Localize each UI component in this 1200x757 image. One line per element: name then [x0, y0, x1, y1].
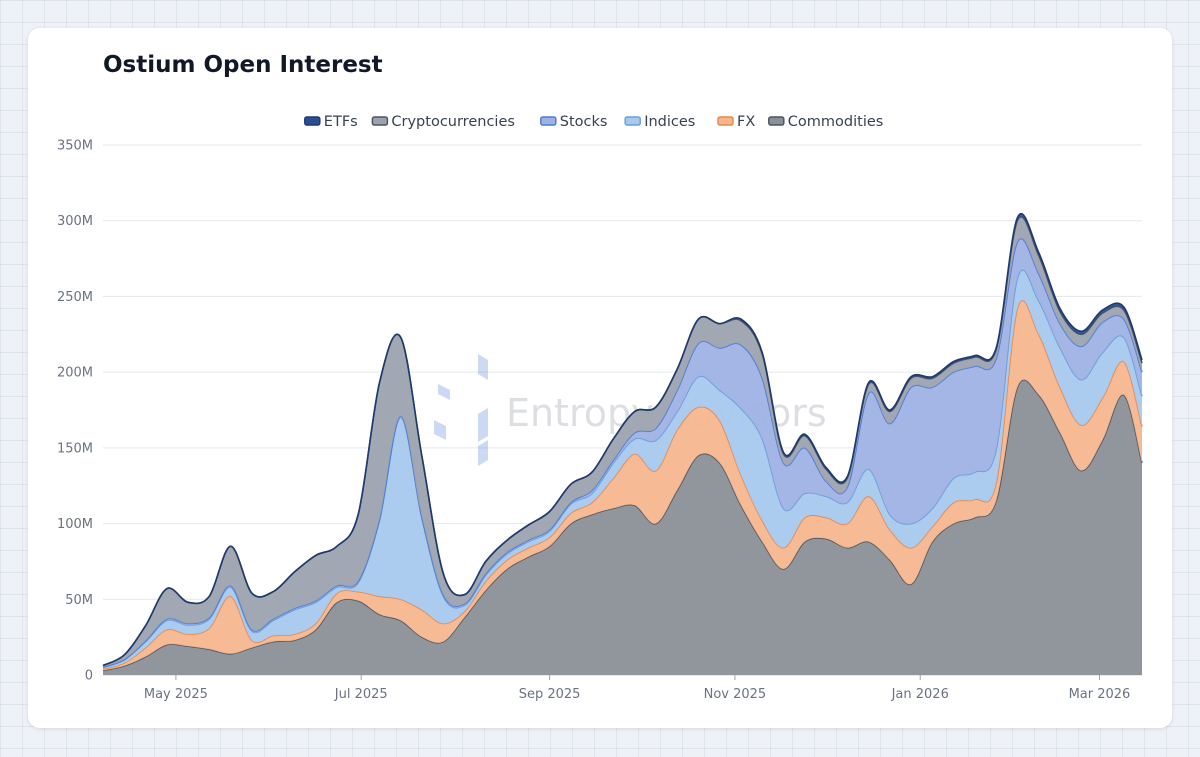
series-area-cryptocurrencies	[103, 216, 1142, 667]
series-line-etfs	[102, 213, 1143, 667]
y-tick-label: 250M	[57, 290, 93, 305]
legend-swatch	[717, 116, 734, 126]
legend-swatch	[304, 116, 321, 126]
y-tick-label: 150M	[57, 441, 93, 456]
y-tick-label: 300M	[57, 214, 93, 229]
y-tick-label: 50M	[65, 593, 93, 608]
series-area-commodities	[103, 379, 1142, 675]
legend-label: Indices	[644, 114, 695, 130]
stacked-area-chart: Entropy Advisors 050M100M150M200M250M300…	[57, 114, 1143, 702]
legend-label: Cryptocurrencies	[391, 114, 515, 130]
legend[interactable]: ETFs Cryptocurrencies Stocks Indices FX Commo…	[304, 114, 884, 130]
legend-item-fx[interactable]: FX	[717, 114, 755, 130]
legend-item-etfs[interactable]: ETFs	[304, 114, 358, 130]
legend-swatch	[624, 116, 641, 126]
legend-item-commodities[interactable]: Commodities	[768, 114, 884, 130]
legend-item-indices[interactable]: Indices	[624, 114, 695, 130]
chart-card: Ostium Open Interest Entropy Advisors 05…	[28, 28, 1172, 728]
x-tick-label: Jan 2026	[891, 687, 949, 702]
series-areas	[102, 213, 1143, 675]
legend-swatch	[371, 116, 389, 126]
legend-item-cryptocurrencies[interactable]: Cryptocurrencies	[371, 114, 515, 130]
y-tick-label: 200M	[57, 366, 93, 381]
legend-label: ETFs	[324, 114, 358, 130]
legend-swatch	[768, 116, 785, 126]
y-tick-label: 350M	[57, 139, 93, 154]
legend-swatch	[540, 116, 557, 126]
x-tick-label: Sep 2025	[519, 687, 581, 702]
chart-title: Ostium Open Interest	[103, 52, 383, 78]
series-area-indices	[103, 269, 1142, 669]
legend-label: Commodities	[788, 114, 884, 130]
y-axis: 0 50M 100M 150M 200M 250M 300M 350M	[57, 139, 93, 684]
x-tick-label: May 2025	[144, 687, 208, 702]
legend-label: FX	[737, 114, 755, 130]
y-tick-label: 0	[85, 669, 93, 684]
x-tick-label: Mar 2026	[1069, 687, 1131, 702]
watermark-logo-icon	[434, 354, 488, 466]
y-tick-label: 100M	[57, 517, 93, 532]
x-tick-label: Nov 2025	[704, 687, 767, 702]
legend-label: Stocks	[560, 114, 608, 130]
series-area-stocks	[103, 238, 1142, 668]
x-tick-label: Jul 2025	[334, 687, 388, 702]
series-area-fx	[103, 300, 1142, 671]
x-axis: May 2025 Jul 2025 Sep 2025 Nov 2025 Jan 2026…	[144, 675, 1130, 702]
legend-item-stocks[interactable]: Stocks	[540, 114, 608, 130]
